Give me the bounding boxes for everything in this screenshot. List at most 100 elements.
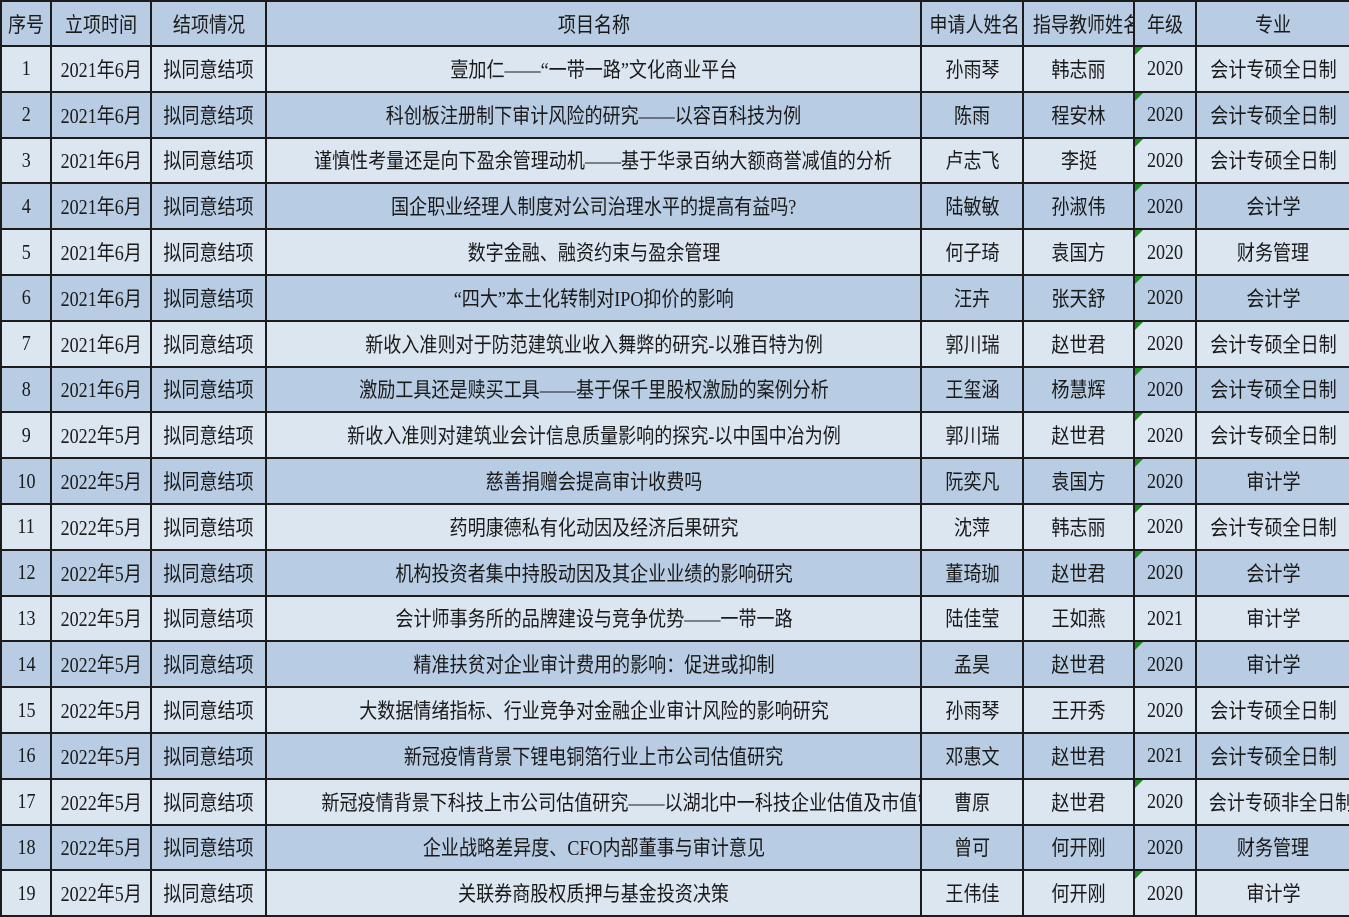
cell-status[interactable]: 拟同意结项 [150, 686, 267, 734]
cell-title[interactable]: 科创板注册制下审计风险的研究——以容百科技为例 [265, 90, 922, 139]
cell-grade[interactable]: 2020 [1133, 228, 1197, 276]
error-indicator-icon[interactable] [1136, 231, 1143, 239]
cell-status[interactable]: 拟同意结项 [150, 548, 267, 597]
cell-grade[interactable]: 2020 [1133, 411, 1197, 460]
header-applicant[interactable]: 申请人姓名 [920, 0, 1024, 47]
cell-major[interactable]: 会计专硕全日制 [1195, 502, 1349, 551]
cell-applicant[interactable]: 孟昊 [920, 640, 1024, 689]
cell-major[interactable]: 审计学 [1195, 594, 1349, 643]
cell-date[interactable]: 2022年5月 [50, 686, 152, 734]
cell-date[interactable]: 2021年6月 [50, 45, 152, 93]
cell-index[interactable]: 11 [0, 502, 52, 551]
cell-date[interactable]: 2022年5月 [50, 731, 152, 780]
cell-status[interactable]: 拟同意结项 [150, 594, 267, 643]
cell-major[interactable]: 审计学 [1195, 640, 1349, 689]
cell-applicant[interactable]: 董琦珈 [920, 548, 1024, 597]
cell-grade[interactable]: 2020 [1133, 182, 1197, 231]
cell-status[interactable]: 拟同意结项 [150, 777, 267, 826]
cell-index[interactable]: 12 [0, 548, 52, 597]
cell-status[interactable]: 拟同意结项 [150, 823, 267, 872]
cell-title[interactable]: 会计师事务所的品牌建设与竞争优势——一带一路 [265, 594, 922, 643]
cell-grade[interactable]: 2020 [1133, 273, 1197, 322]
header-grade[interactable]: 年级 [1133, 0, 1197, 47]
error-indicator-icon[interactable] [1136, 643, 1143, 651]
cell-title[interactable]: 新收入准则对于防范建筑业收入舞弊的研究-以雅百特为例 [265, 319, 922, 368]
header-index[interactable]: 序号 [0, 0, 52, 47]
cell-applicant[interactable]: 孙雨琴 [920, 45, 1024, 93]
cell-index[interactable]: 10 [0, 457, 52, 505]
cell-title[interactable]: 数字金融、融资约束与盈余管理 [265, 228, 922, 276]
error-indicator-icon[interactable] [1136, 872, 1143, 880]
cell-index[interactable]: 14 [0, 640, 52, 689]
cell-title[interactable]: 新冠疫情背景下锂电铜箔行业上市公司估值研究 [265, 731, 922, 780]
cell-date[interactable]: 2022年5月 [50, 411, 152, 460]
cell-index[interactable]: 4 [0, 182, 52, 231]
cell-advisor[interactable]: 王开秀 [1022, 686, 1135, 734]
cell-major[interactable]: 会计专硕全日制 [1195, 319, 1349, 368]
cell-advisor[interactable]: 何开刚 [1022, 869, 1135, 917]
cell-status[interactable]: 拟同意结项 [150, 869, 267, 917]
cell-index[interactable]: 5 [0, 228, 52, 276]
cell-index[interactable]: 7 [0, 319, 52, 368]
cell-grade[interactable]: 2020 [1133, 457, 1197, 505]
cell-grade[interactable]: 2020 [1133, 777, 1197, 826]
cell-date[interactable]: 2022年5月 [50, 777, 152, 826]
cell-applicant[interactable]: 曾可 [920, 823, 1024, 872]
cell-date[interactable]: 2021年6月 [50, 136, 152, 185]
cell-date[interactable]: 2021年6月 [50, 273, 152, 322]
cell-major[interactable]: 会计专硕全日制 [1195, 365, 1349, 414]
cell-major[interactable]: 会计专硕全日制 [1195, 731, 1349, 780]
cell-index[interactable]: 3 [0, 136, 52, 185]
cell-index[interactable]: 1 [0, 45, 52, 93]
error-indicator-icon[interactable] [1136, 47, 1143, 55]
cell-title[interactable]: 新收入准则对建筑业会计信息质量影响的探究-以中国中冶为例 [265, 411, 922, 460]
cell-status[interactable]: 拟同意结项 [150, 365, 267, 414]
cell-major[interactable]: 会计学 [1195, 182, 1349, 231]
error-indicator-icon[interactable] [1136, 93, 1143, 101]
cell-date[interactable]: 2022年5月 [50, 823, 152, 872]
cell-title[interactable]: 壹加仁——“一带一路”文化商业平台 [265, 45, 922, 93]
error-indicator-icon[interactable] [1136, 276, 1143, 284]
cell-major[interactable]: 财务管理 [1195, 228, 1349, 276]
cell-grade[interactable]: 2020 [1133, 502, 1197, 551]
cell-advisor[interactable]: 赵世君 [1022, 548, 1135, 597]
cell-major[interactable]: 审计学 [1195, 457, 1349, 505]
cell-advisor[interactable]: 何开刚 [1022, 823, 1135, 872]
header-date[interactable]: 立项时间 [50, 0, 152, 47]
cell-grade[interactable]: 2020 [1133, 640, 1197, 689]
cell-grade[interactable]: 2020 [1133, 548, 1197, 597]
cell-major[interactable]: 财务管理 [1195, 823, 1349, 872]
cell-grade[interactable]: 2021 [1133, 594, 1197, 643]
cell-index[interactable]: 9 [0, 411, 52, 460]
cell-date[interactable]: 2022年5月 [50, 548, 152, 597]
cell-applicant[interactable]: 曹原 [920, 777, 1024, 826]
cell-advisor[interactable]: 赵世君 [1022, 411, 1135, 460]
cell-status[interactable]: 拟同意结项 [150, 182, 267, 231]
error-indicator-icon[interactable] [1136, 414, 1143, 422]
cell-applicant[interactable]: 王伟佳 [920, 869, 1024, 917]
cell-date[interactable]: 2021年6月 [50, 182, 152, 231]
cell-title[interactable]: 谨慎性考量还是向下盈余管理动机——基于华录百纳大额商誉减值的分析 [265, 136, 922, 185]
cell-major[interactable]: 会计专硕全日制 [1195, 686, 1349, 734]
cell-major[interactable]: 会计专硕全日制 [1195, 90, 1349, 139]
cell-applicant[interactable]: 汪卉 [920, 273, 1024, 322]
cell-advisor[interactable]: 杨慧辉 [1022, 365, 1135, 414]
error-indicator-icon[interactable] [1136, 780, 1143, 788]
cell-grade[interactable]: 2020 [1133, 365, 1197, 414]
cell-major[interactable]: 会计学 [1195, 273, 1349, 322]
cell-date[interactable]: 2021年6月 [50, 365, 152, 414]
cell-applicant[interactable]: 陆佳莹 [920, 594, 1024, 643]
cell-status[interactable]: 拟同意结项 [150, 273, 267, 322]
cell-index[interactable]: 19 [0, 869, 52, 917]
cell-title[interactable]: 国企职业经理人制度对公司治理水平的提高有益吗? [265, 182, 922, 231]
error-indicator-icon[interactable] [1136, 139, 1143, 147]
cell-title[interactable]: 激励工具还是赎买工具——基于保千里股权激励的案例分析 [265, 365, 922, 414]
cell-advisor[interactable]: 赵世君 [1022, 731, 1135, 780]
cell-status[interactable]: 拟同意结项 [150, 136, 267, 185]
cell-index[interactable]: 6 [0, 273, 52, 322]
cell-status[interactable]: 拟同意结项 [150, 319, 267, 368]
cell-major[interactable]: 会计专硕全日制 [1195, 136, 1349, 185]
cell-title[interactable]: 药明康德私有化动因及经济后果研究 [265, 502, 922, 551]
cell-date[interactable]: 2021年6月 [50, 90, 152, 139]
cell-applicant[interactable]: 沈萍 [920, 502, 1024, 551]
